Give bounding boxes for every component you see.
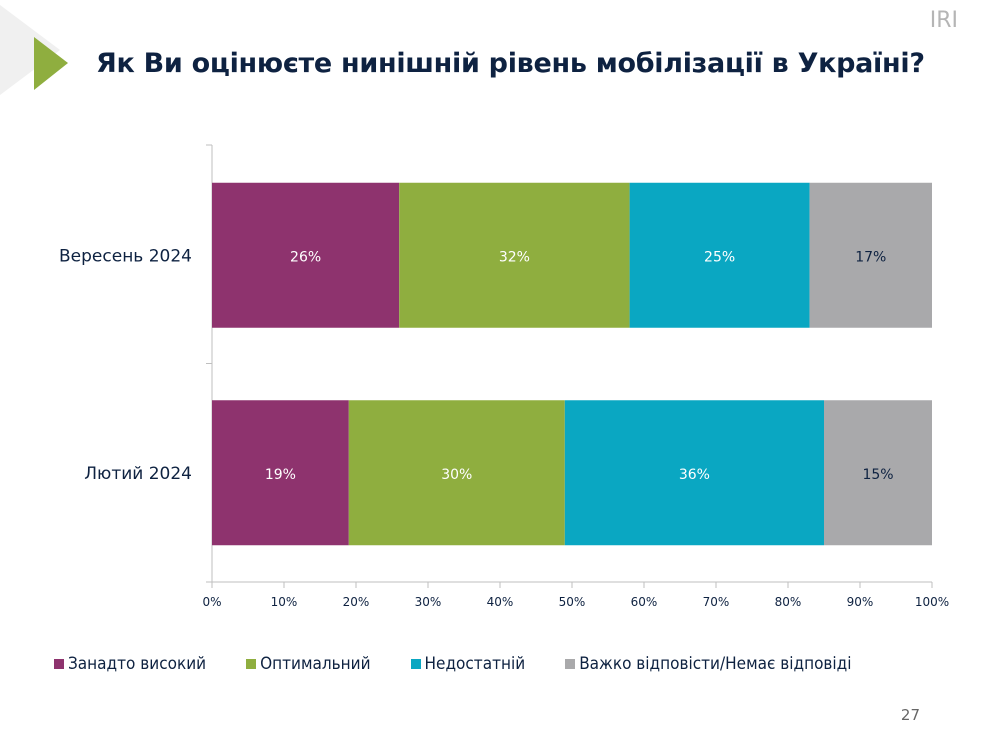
x-tick-label: 20% <box>343 595 370 609</box>
legend-item: Недостатній <box>410 654 526 674</box>
bar-segment <box>809 182 932 328</box>
bar-segment <box>399 182 630 328</box>
x-tick-label: 50% <box>559 595 586 609</box>
data-label: 25% <box>704 249 735 265</box>
data-label: 26% <box>290 249 321 265</box>
x-tick-label: 100% <box>915 595 949 609</box>
gray-triangle-decoration <box>0 5 60 95</box>
x-tick-label: 90% <box>847 595 874 609</box>
legend-swatch <box>54 659 64 669</box>
legend-swatch <box>246 659 257 669</box>
legend-item: Важко відповісти/Немає відповіді <box>565 654 852 674</box>
bar-segment <box>824 400 932 546</box>
green-triangle-icon <box>34 37 68 90</box>
legend-swatch <box>410 659 421 669</box>
bar-segment <box>564 400 824 546</box>
legend-swatch <box>565 659 576 669</box>
legend-item: Оптимальний <box>246 654 371 674</box>
bar-segment <box>629 182 810 328</box>
x-tick-label: 60% <box>631 595 658 609</box>
bar-segment <box>212 182 400 328</box>
data-label: 32% <box>499 249 530 265</box>
iri-logo: IRI <box>929 8 958 33</box>
category-label: Вересень 2024 <box>59 246 192 266</box>
bar-segment <box>348 400 565 546</box>
x-tick-label: 10% <box>271 595 298 609</box>
x-tick-label: 70% <box>703 595 730 609</box>
page-title: Як Ви оцінюєте нинішній рівень мобілізац… <box>96 48 925 79</box>
data-label: 15% <box>862 467 893 483</box>
legend-label: Важко відповісти/Немає відповіді <box>579 654 852 674</box>
legend-label: Оптимальний <box>260 654 371 674</box>
x-tick-label: 40% <box>487 595 514 609</box>
x-tick-label: 0% <box>202 595 221 609</box>
page-number: 27 <box>900 706 920 724</box>
x-tick-label: 80% <box>775 595 802 609</box>
data-label: 36% <box>679 467 710 483</box>
bar-segment <box>212 400 349 546</box>
data-label: 19% <box>265 467 296 483</box>
legend: Занадто високий Оптимальний Недостатній Важ… <box>54 654 852 674</box>
legend-label: Занадто високий <box>68 654 207 674</box>
data-label: 30% <box>441 467 472 483</box>
legend-item: Занадто високий <box>54 654 206 674</box>
stacked-bar-chart: 0% 10% 20% 30% 40% 50% 60% 70% 80% 90% 100% Вересен… <box>59 144 949 609</box>
decorative-header-graphic <box>0 5 68 95</box>
data-label: 17% <box>855 249 886 265</box>
legend-label: Недостатній <box>424 654 526 674</box>
category-label: Лютий 2024 <box>84 464 192 484</box>
x-tick-label: 30% <box>415 595 442 609</box>
